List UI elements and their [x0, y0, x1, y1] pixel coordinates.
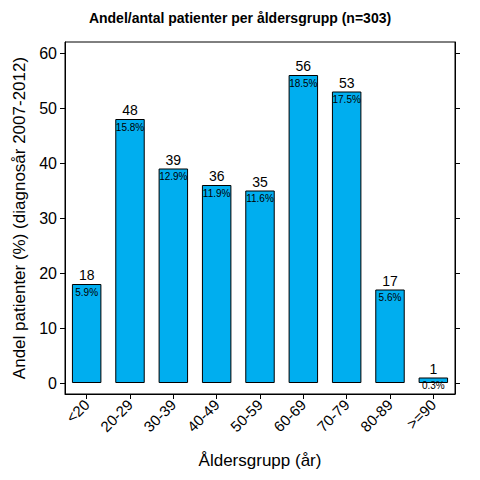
svg-text:70-79: 70-79 — [314, 396, 353, 435]
svg-text:12.9%: 12.9% — [159, 171, 187, 182]
svg-text:>=90: >=90 — [403, 396, 439, 432]
svg-text:15.8%: 15.8% — [116, 122, 144, 133]
svg-text:50-59: 50-59 — [227, 396, 266, 435]
svg-text:17.5%: 17.5% — [332, 94, 360, 105]
svg-text:18: 18 — [79, 267, 95, 283]
svg-text:36: 36 — [209, 168, 225, 184]
svg-text:11.6%: 11.6% — [246, 193, 274, 204]
svg-text:80-89: 80-89 — [357, 396, 396, 435]
svg-text:60: 60 — [39, 45, 57, 62]
svg-text:30: 30 — [39, 210, 57, 227]
svg-text:Åldersgrupp (år): Åldersgrupp (år) — [199, 451, 322, 470]
svg-text:10: 10 — [39, 320, 57, 337]
svg-text:60-69: 60-69 — [270, 396, 309, 435]
svg-text:11.9%: 11.9% — [203, 188, 231, 199]
svg-text:20-29: 20-29 — [97, 396, 136, 435]
svg-text:30-39: 30-39 — [140, 396, 179, 435]
svg-text:20: 20 — [39, 265, 57, 282]
svg-text:40: 40 — [39, 155, 57, 172]
svg-text:Andel/antal patienter per ålde: Andel/antal patienter per åldersgrupp (n… — [89, 10, 391, 26]
svg-text:5.9%: 5.9% — [75, 287, 98, 298]
svg-text:5.6%: 5.6% — [379, 292, 402, 303]
svg-text:1: 1 — [429, 361, 437, 377]
svg-text:0.3%: 0.3% — [422, 380, 445, 391]
svg-text:35: 35 — [252, 174, 268, 190]
svg-text:17: 17 — [382, 273, 398, 289]
svg-text:0: 0 — [48, 375, 57, 392]
svg-text:40-49: 40-49 — [184, 396, 223, 435]
svg-text:18.5%: 18.5% — [289, 78, 317, 89]
svg-text:50: 50 — [39, 100, 57, 117]
svg-text:Andel patienter (%) (diagnosår: Andel patienter (%) (diagnosår 2007-2012… — [10, 57, 29, 379]
svg-text:39: 39 — [166, 152, 182, 168]
svg-text:48: 48 — [122, 102, 138, 118]
svg-text:56: 56 — [296, 58, 312, 74]
svg-text:<20: <20 — [63, 396, 93, 426]
svg-text:53: 53 — [339, 75, 355, 91]
